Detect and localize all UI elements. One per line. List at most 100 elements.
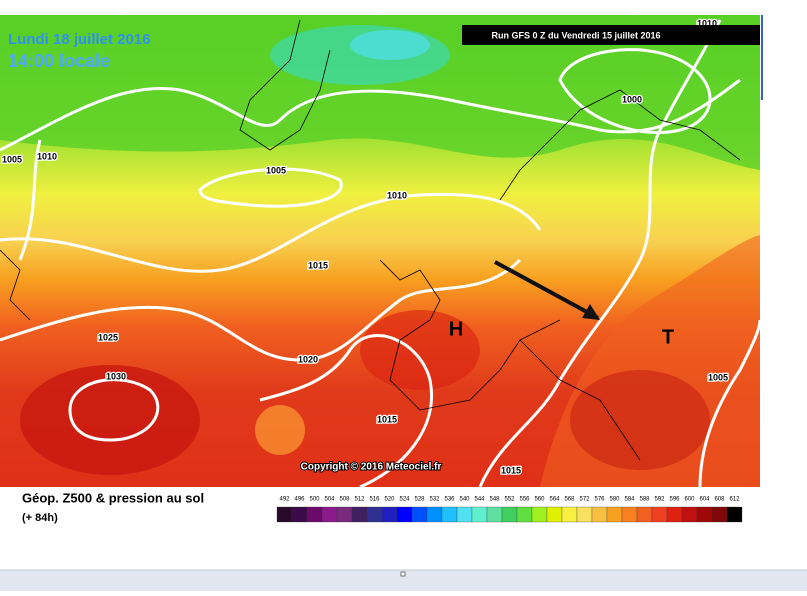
scale-label: 560: [534, 497, 545, 503]
scale-label: 564: [549, 497, 560, 503]
scale-label: 544: [474, 497, 485, 503]
scale-label: 556: [519, 497, 530, 503]
scale-swatch: [411, 506, 428, 523]
scale-label: 600: [684, 497, 695, 503]
scale-label: 596: [669, 497, 680, 503]
warm-core: [570, 370, 710, 470]
scale-swatch: [426, 506, 443, 523]
scale-swatch: [561, 506, 578, 523]
scale-swatch: [351, 506, 368, 523]
run-info: Run GFS 0 Z du Vendredi 15 juillet 2016: [491, 30, 660, 40]
run-box: [462, 25, 760, 45]
warm-core: [20, 365, 200, 475]
low-marker: T: [662, 326, 674, 348]
scale-swatch: [336, 506, 353, 523]
isobars: [0, 19, 760, 487]
scale-swatch: [321, 506, 338, 523]
scale-label: 520: [384, 497, 395, 503]
scale-swatch: [501, 506, 518, 523]
scale-label: 512: [354, 497, 365, 503]
scale-label: 532: [429, 497, 440, 503]
scale-swatch: [456, 506, 473, 523]
arrow: [494, 260, 599, 320]
isobar-label: 1005: [708, 372, 728, 382]
color-scale: 492 496 500 504 508 512 516 520 524 528 532 536 540 5…: [276, 497, 743, 523]
cold-core: [350, 30, 430, 60]
isobar-label: 1015: [308, 260, 328, 270]
isobar-label: 1010: [387, 190, 407, 200]
scale-swatch: [516, 506, 533, 523]
scale-label: 548: [489, 497, 500, 503]
valid-date: Lundi 18 juillet 2016: [8, 31, 151, 48]
scale-label: 576: [594, 497, 605, 503]
scale-label: 588: [639, 497, 650, 503]
orange-spot: [255, 405, 305, 455]
scale-swatch: [726, 506, 743, 523]
scale-swatch: [366, 506, 383, 523]
high-marker: H: [449, 318, 463, 340]
scale-swatch: [471, 506, 488, 523]
status-bar: [0, 570, 807, 591]
scale-label: 536: [444, 497, 455, 503]
top-margin: [0, 0, 807, 15]
scale-label: 592: [654, 497, 665, 503]
isobar-label: 1015: [377, 414, 397, 424]
scale-swatch: [486, 506, 503, 523]
coastlines: [0, 19, 741, 461]
scale-swatch: [531, 506, 548, 523]
scale-swatch: [696, 506, 713, 523]
scale-swatch: [306, 506, 323, 523]
scale-swatch: [681, 506, 698, 523]
scale-swatch: [711, 506, 728, 523]
product-title: Géop. Z500 & pression au sol: [22, 490, 204, 505]
scale-label: 508: [339, 497, 350, 503]
scale-label: 584: [624, 497, 635, 503]
scale-label: 528: [414, 497, 425, 503]
scale-swatch: [546, 506, 563, 523]
scale-label: 492: [279, 497, 290, 503]
isobar-label: 1030: [106, 371, 126, 381]
scale-label: 504: [324, 497, 335, 503]
warm-core: [360, 310, 480, 390]
scale-swatch: [441, 506, 458, 523]
isobar-label: 1005: [2, 154, 22, 164]
scale-swatch: [591, 506, 608, 523]
scale-label: 572: [579, 497, 590, 503]
scale-swatch: [276, 506, 293, 523]
scale-label: 496: [294, 497, 305, 503]
scale-label: 604: [699, 497, 710, 503]
scale-label: 580: [609, 497, 620, 503]
isobar-label: 1005: [266, 165, 286, 175]
scale-swatch: [636, 506, 653, 523]
scale-label: 552: [504, 497, 515, 503]
scale-swatch: [606, 506, 623, 523]
scale-swatch: [381, 506, 398, 523]
scale-swatch: [621, 506, 638, 523]
valid-time: 14:00 locale: [8, 51, 110, 71]
scale-swatch: [651, 506, 668, 523]
scale-label: 608: [714, 497, 725, 503]
isobar-label: 1015: [501, 465, 521, 475]
scale-label: 612: [729, 497, 740, 503]
cool-zone: [270, 25, 450, 85]
scale-label: 524: [399, 497, 410, 503]
isobar-label: 1025: [98, 332, 118, 342]
scale-swatch: [666, 506, 683, 523]
scale-swatch: [291, 506, 308, 523]
resize-handle[interactable]: [400, 571, 406, 577]
scale-label: 516: [369, 497, 380, 503]
scale-label: 500: [309, 497, 320, 503]
scale-swatch: [576, 506, 593, 523]
isobar-label: 1010: [37, 151, 57, 161]
copyright: Copyright © 2016 Meteociel.fr: [301, 462, 442, 473]
scale-label: 568: [564, 497, 575, 503]
arrow-head: [582, 304, 600, 320]
scale-label: 540: [459, 497, 470, 503]
isobar-label: 1020: [298, 354, 318, 364]
isobar-label: 1000: [622, 94, 642, 104]
forecast-range: (+ 84h): [22, 512, 58, 524]
scale-swatch: [396, 506, 413, 523]
